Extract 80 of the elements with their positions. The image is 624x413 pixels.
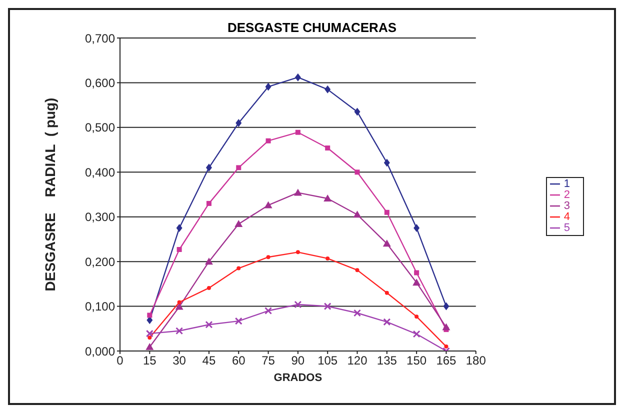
point: [206, 200, 212, 206]
point: [355, 268, 360, 272]
x-tick-label: 105: [318, 354, 338, 368]
point: [354, 108, 360, 116]
y-tick-label: 0,500: [84, 120, 116, 135]
chart-title: DESGASTE CHUMACERAS: [227, 20, 396, 35]
legend-label: 4: [564, 211, 570, 223]
x-tick-label: 45: [202, 354, 216, 368]
point: [295, 130, 300, 135]
point: [264, 307, 272, 315]
point: [414, 314, 419, 319]
point: [384, 290, 389, 295]
point: [148, 336, 152, 340]
point: [325, 145, 330, 150]
point: [266, 255, 270, 260]
point: [206, 164, 212, 172]
point: [177, 300, 182, 304]
point: [236, 118, 242, 127]
point: [294, 188, 302, 196]
point: [206, 286, 211, 290]
point: [384, 158, 390, 167]
x-tick-label: 75: [262, 354, 276, 368]
x-tick-label: 165: [436, 354, 457, 368]
point: [234, 220, 243, 228]
legend-label: 5: [564, 222, 570, 234]
point: [146, 330, 154, 338]
point: [176, 327, 184, 335]
point: [234, 317, 242, 325]
point: [176, 224, 182, 232]
point: [353, 210, 362, 218]
point: [354, 309, 361, 317]
point: [264, 201, 272, 208]
point: [324, 85, 331, 94]
legend-label: 1: [564, 178, 570, 190]
x-tick-label: 120: [347, 354, 368, 368]
x-axis-title: GRADOS: [274, 372, 322, 384]
point: [205, 320, 213, 328]
point: [414, 224, 420, 232]
x-tick-label: 60: [232, 354, 246, 368]
point: [442, 323, 450, 330]
legend-label: 3: [564, 200, 570, 212]
legend-label: 2: [564, 189, 570, 201]
y-tick-label: 0,700: [84, 31, 116, 46]
point: [414, 270, 420, 276]
point: [265, 82, 272, 91]
point: [324, 194, 332, 202]
x-tick-label: 90: [291, 354, 305, 368]
x-tick-label: 0: [116, 354, 124, 368]
point: [384, 210, 390, 215]
point: [204, 258, 213, 265]
x-tick-label: 15: [142, 354, 157, 368]
point: [383, 318, 391, 326]
point: [412, 278, 421, 286]
point: [296, 250, 300, 254]
y-tick-label: 0,400: [84, 165, 116, 180]
y-tick-label: 0,600: [84, 76, 116, 90]
point: [176, 247, 182, 252]
point: [354, 170, 360, 175]
x-tick-label: 150: [406, 354, 427, 368]
y-tick-label: 0,300: [84, 210, 116, 224]
point: [326, 256, 330, 260]
y-tick-label: 0,100: [84, 300, 116, 314]
point: [443, 302, 450, 310]
point: [236, 266, 241, 270]
x-tick-label: 180: [466, 354, 486, 368]
point: [147, 312, 152, 318]
point: [294, 300, 302, 308]
point: [266, 138, 271, 144]
point: [236, 165, 242, 170]
point: [294, 73, 301, 82]
y-axis-title: DESGASRE RADIAL ( pug): [42, 98, 58, 292]
x-tick-label: 135: [376, 354, 398, 368]
point: [444, 344, 448, 349]
y-tick-label: 0,000: [84, 344, 116, 358]
y-tick-label: 0,200: [84, 254, 116, 269]
point: [324, 302, 332, 310]
point: [146, 342, 154, 350]
x-tick-label: 30: [172, 354, 186, 368]
point: [412, 330, 420, 338]
point: [382, 240, 391, 247]
